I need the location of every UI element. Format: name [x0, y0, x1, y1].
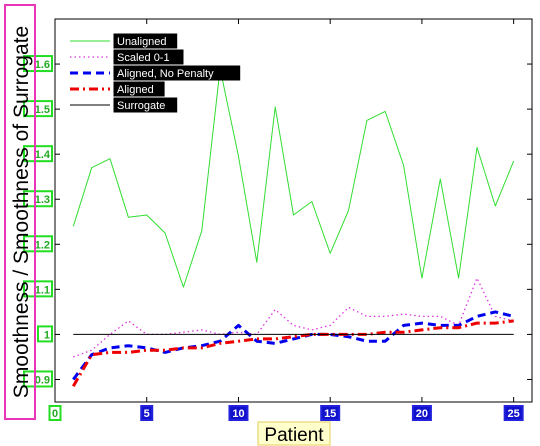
y-tick-label: 1 [44, 329, 50, 341]
x-tick-labels: 0 5 10 15 20 25 [48, 405, 524, 421]
y-tick-label-box [23, 55, 53, 73]
y-axis-label: Smoothness / Smoothness of Surrogate [10, 26, 33, 398]
y-tick-label-box [23, 145, 53, 163]
legend-label-box [113, 81, 165, 97]
y-axis-label-group: Smoothness / Smoothness of Surrogate [4, 4, 36, 420]
y-tick-label: 1.4 [35, 149, 51, 161]
y-axis-label-box [4, 4, 36, 420]
series-lines [72, 68, 515, 387]
axis-ticks [54, 19, 532, 402]
y-tick-label-box [37, 325, 53, 343]
x-axis-label-box [257, 421, 331, 446]
legend-label-box [113, 65, 241, 81]
x-tick-label-box [411, 405, 432, 421]
legend-label: Scaled 0-1 [117, 52, 170, 64]
y-tick-label: 0.9 [35, 374, 50, 386]
plot-area-frame [54, 18, 533, 403]
x-tick-label: 0 [52, 408, 58, 420]
legend-label: Aligned [117, 84, 154, 96]
x-tick-label-box [48, 405, 62, 421]
legend-label: Aligned, No Penalty [117, 68, 214, 80]
y-tick-label: 1.3 [35, 194, 50, 206]
y-tick-label-box [23, 235, 53, 253]
legend: Unaligned Scaled 0-1 Aligned, No Penalty Al… [70, 33, 241, 113]
x-tick-label: 15 [324, 408, 336, 420]
series-line-0 [72, 68, 515, 288]
legend-label: Unaligned [117, 36, 167, 48]
y-tick-label: 1.6 [35, 59, 50, 71]
x-axis-label: Patient [264, 425, 324, 446]
series-line-1 [73, 277, 514, 358]
x-tick-label: 20 [416, 408, 428, 420]
x-tick-label: 5 [144, 408, 150, 420]
y-tick-label: 1.1 [35, 284, 50, 296]
x-tick-label: 10 [232, 408, 244, 420]
y-tick-label-box [23, 280, 53, 298]
x-tick-label-box [140, 405, 154, 421]
y-tick-labels: 0.9 1 1.1 1.2 1.3 1.4 1.5 1.6 [23, 55, 53, 388]
y-tick-label: 1.5 [35, 104, 50, 116]
x-tick-label-box [320, 405, 341, 421]
x-axis-label-group: Patient [257, 421, 331, 446]
legend-label: Surrogate [117, 100, 165, 112]
legend-label-box [113, 33, 178, 49]
y-tick-label-box [23, 100, 53, 118]
y-tick-label-box [23, 190, 53, 208]
y-tick-label-box [23, 370, 53, 388]
series-line-3 [72, 319, 514, 387]
series-line-2 [72, 310, 515, 381]
legend-label-box [113, 49, 184, 65]
x-tick-label: 25 [508, 408, 520, 420]
legend-label-box [113, 97, 178, 113]
y-tick-label: 1.2 [35, 239, 50, 251]
x-tick-label-box [503, 405, 524, 421]
x-tick-label-box [228, 405, 249, 421]
